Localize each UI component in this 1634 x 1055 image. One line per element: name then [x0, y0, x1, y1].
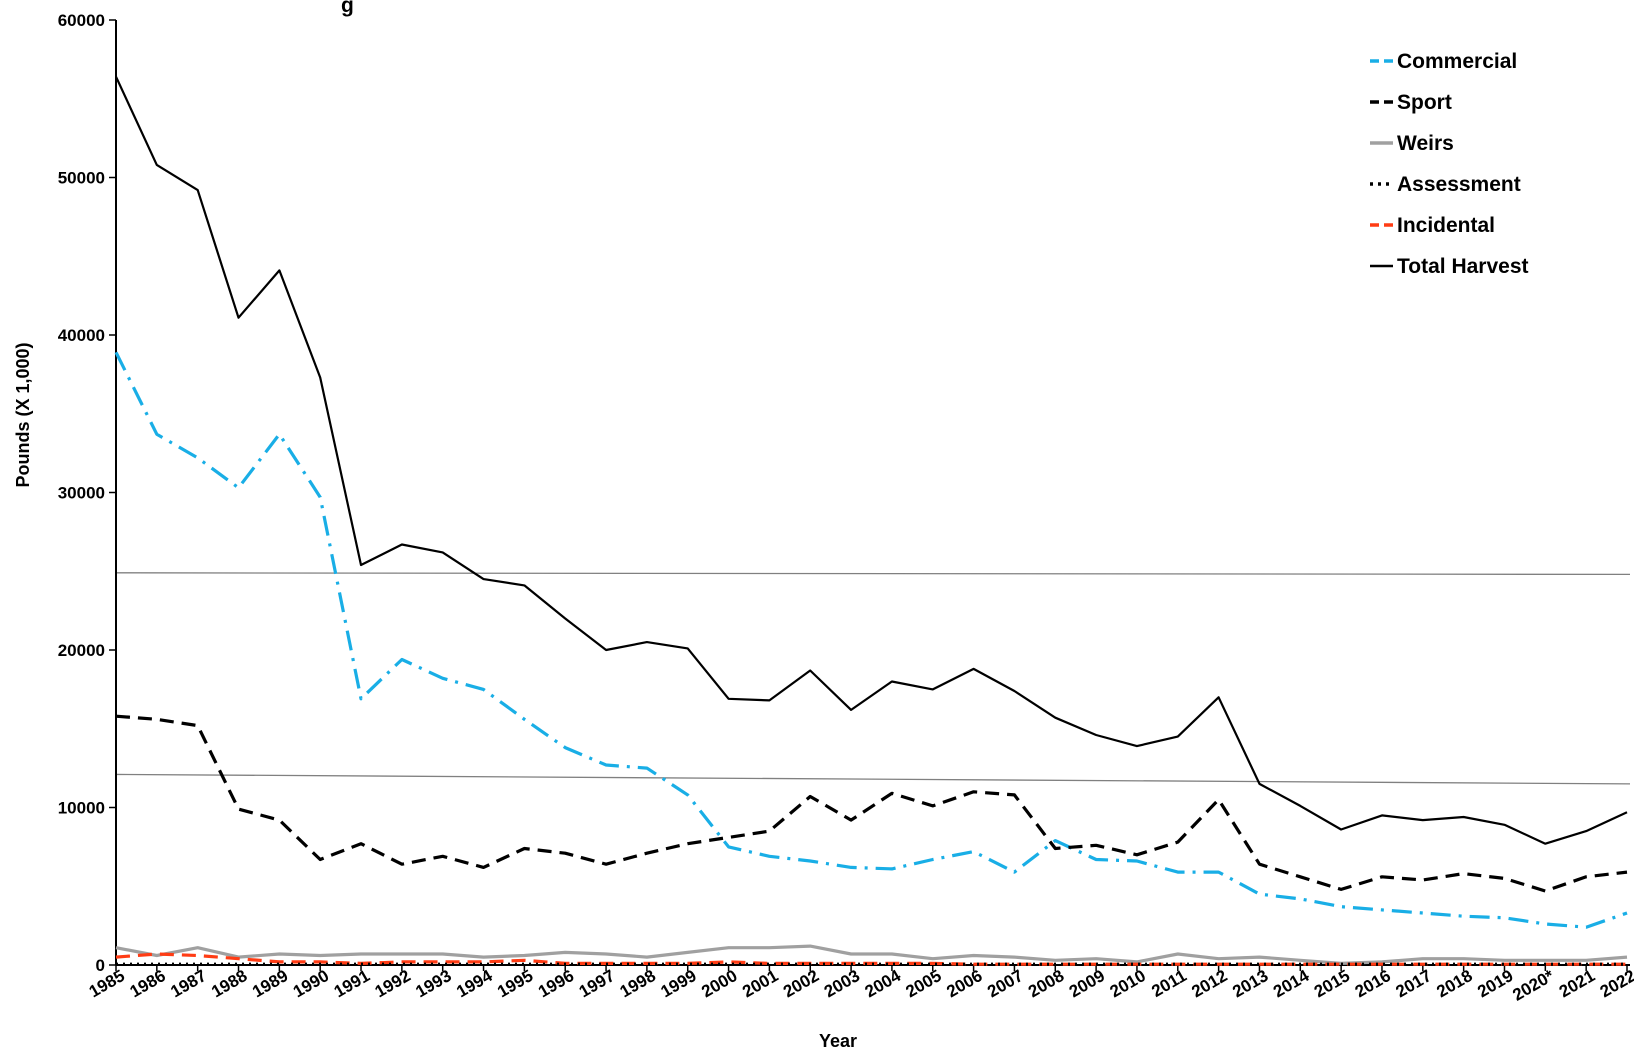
x-tick-label: 2004: [862, 966, 905, 1002]
legend: Commercial Sport Weirs Assessment Incidental…: [1370, 50, 1529, 278]
y-ticks: 0 10000 20000 30000 40000 50000 60000: [58, 11, 116, 975]
legend-label: Total Harvest: [1397, 255, 1529, 278]
legend-label: Incidental: [1397, 214, 1495, 237]
x-tick-label: 2005: [902, 966, 944, 1001]
x-tick-label: 1988: [208, 966, 250, 1001]
x-tick-label: 1989: [249, 966, 291, 1001]
x-tick-label: 1991: [331, 966, 373, 1001]
y-tick-label: 10000: [58, 799, 105, 818]
y-tick-label: 30000: [58, 484, 105, 503]
reference-lines: [115, 572, 1631, 785]
reference-line-2: [115, 773, 1631, 785]
x-tick-label: 1997: [576, 966, 618, 1001]
x-tick-label: 1990: [290, 966, 332, 1001]
x-tick-label: 1986: [127, 966, 169, 1001]
y-axis-title: Pounds (X 1,000): [13, 342, 33, 487]
x-tick-label: 2014: [1270, 966, 1313, 1002]
chart-title: g: [341, 0, 354, 17]
legend-label: Commercial: [1397, 50, 1517, 73]
y-tick-label: 60000: [58, 11, 105, 30]
x-tick-label: 2015: [1311, 966, 1353, 1001]
x-tick-label: 2011: [1148, 966, 1189, 1001]
x-tick-label: 2020*: [1509, 966, 1557, 1005]
x-tick-label: 2021: [1556, 966, 1598, 1001]
axes: [115, 20, 1630, 966]
x-tick-label: 2019: [1474, 966, 1516, 1001]
x-tick-label: 1987: [167, 966, 209, 1001]
x-tick-label: 1994: [453, 966, 496, 1002]
title-group: g: [341, 0, 354, 17]
x-tick-label: 2017: [1393, 966, 1435, 1001]
x-tick-label: 2003: [821, 966, 863, 1001]
x-tick-label: 1992: [372, 966, 414, 1001]
y-tick-label: 0: [96, 956, 105, 975]
x-tick-label: 2009: [1066, 966, 1108, 1001]
y-tick-label: 20000: [58, 641, 105, 660]
x-tick-label: 2002: [780, 966, 822, 1001]
x-tick-label: 2006: [943, 966, 985, 1001]
legend-label: Weirs: [1397, 132, 1454, 155]
x-tick-label: 2010: [1107, 966, 1149, 1001]
y-tick-label: 40000: [58, 326, 105, 345]
series-lines: [114, 76, 1628, 966]
x-tick-label: 2000: [698, 966, 740, 1001]
legend-label: Sport: [1397, 91, 1452, 114]
x-tick-label: 1998: [617, 966, 659, 1001]
series-line-weirs: [115, 944, 1628, 966]
x-tick-label: 2012: [1188, 966, 1230, 1001]
series-line-sport: [115, 714, 1628, 893]
x-tick-label: 1995: [494, 966, 536, 1001]
x-tick-label: 2022: [1597, 966, 1634, 1001]
x-tick-label: 1996: [535, 966, 577, 1001]
series-line-total-harvest: [115, 76, 1628, 845]
series-line-incidental: [115, 952, 1627, 966]
x-ticks: 1985198619871988198919901991199219931994…: [86, 965, 1634, 1005]
x-axis-title: Year: [819, 1031, 857, 1051]
x-tick-label: 1985: [86, 966, 128, 1001]
x-tick-label: 2007: [984, 966, 1026, 1001]
x-tick-label: 2016: [1352, 966, 1394, 1001]
reference-line-1: [115, 572, 1631, 576]
y-tick-label: 50000: [58, 169, 105, 188]
x-tick-label: 2018: [1433, 966, 1475, 1001]
x-tick-label: 1993: [412, 966, 454, 1001]
x-tick-label: 1999: [657, 966, 699, 1001]
x-tick-label: 2001: [739, 966, 781, 1001]
legend-label: Assessment: [1397, 173, 1521, 196]
x-tick-label: 2008: [1025, 966, 1067, 1001]
series-line-commercial: [114, 351, 1628, 929]
x-tick-label: 2013: [1229, 966, 1271, 1001]
